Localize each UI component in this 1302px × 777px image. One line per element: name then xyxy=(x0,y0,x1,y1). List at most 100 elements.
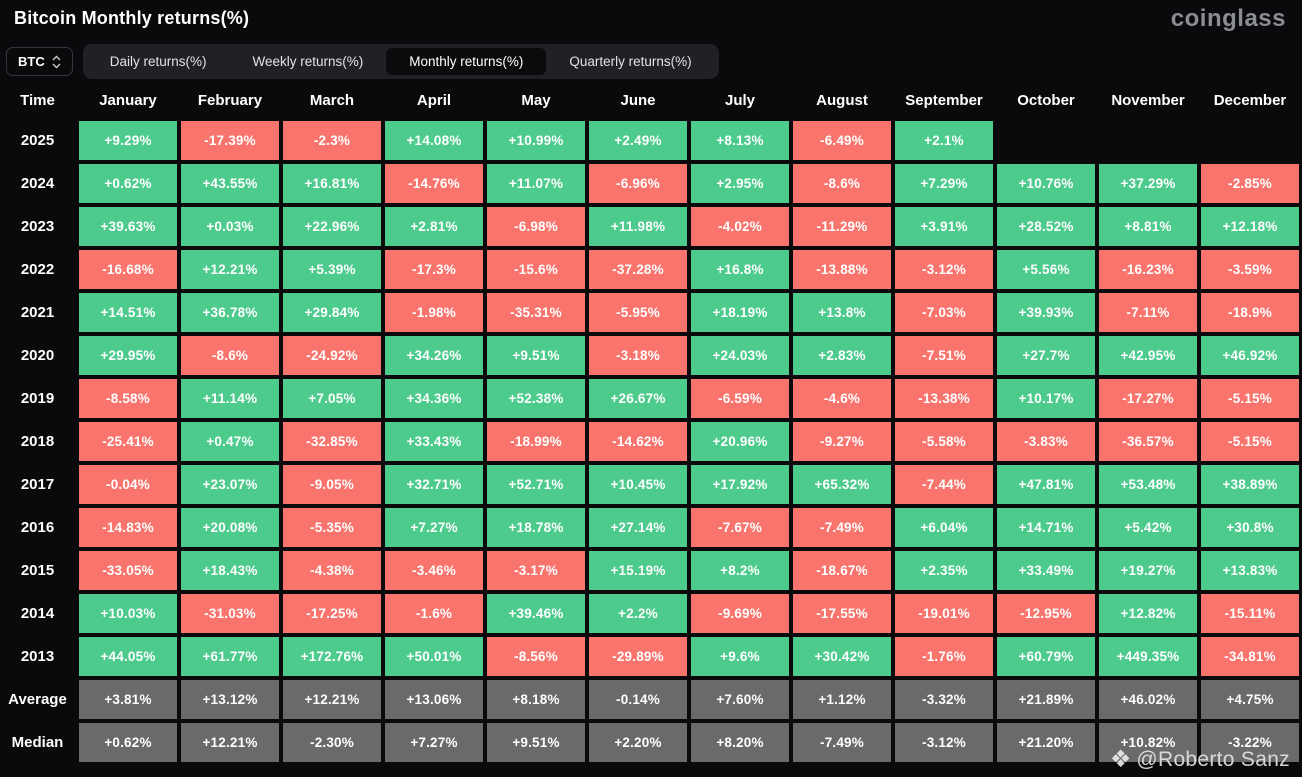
return-cell: -3.32% xyxy=(895,680,993,719)
return-cell: +1.12% xyxy=(793,680,891,719)
return-cell: +2.81% xyxy=(385,207,483,246)
return-cell: -6.98% xyxy=(487,207,585,246)
return-cell: +36.78% xyxy=(181,293,279,332)
return-cell: +9.51% xyxy=(487,336,585,375)
return-cell: +7.60% xyxy=(691,680,789,719)
return-cell: -37.28% xyxy=(589,250,687,289)
return-cell: +61.77% xyxy=(181,637,279,676)
return-cell: +16.81% xyxy=(283,164,381,203)
return-cell: -8.56% xyxy=(487,637,585,676)
return-cell: +5.39% xyxy=(283,250,381,289)
return-cell: +9.6% xyxy=(691,637,789,676)
return-cell: -16.23% xyxy=(1099,250,1197,289)
return-cell: -0.14% xyxy=(589,680,687,719)
return-cell: +22.96% xyxy=(283,207,381,246)
return-cell: +8.13% xyxy=(691,121,789,160)
return-cell: +44.05% xyxy=(79,637,177,676)
return-cell: +23.07% xyxy=(181,465,279,504)
return-cell: +8.2% xyxy=(691,551,789,590)
return-cell: +11.07% xyxy=(487,164,585,203)
col-header-month: October xyxy=(1017,92,1075,109)
return-cell: -7.11% xyxy=(1099,293,1197,332)
return-cell: -36.57% xyxy=(1099,422,1197,461)
return-cell: +8.18% xyxy=(487,680,585,719)
tab-weekly[interactable]: Weekly returns(%) xyxy=(252,54,364,69)
return-cell: +10.45% xyxy=(589,465,687,504)
return-cell: +12.18% xyxy=(1201,207,1299,246)
returns-tab-group: Daily returns(%) Weekly returns(%) Monthly… xyxy=(82,44,719,79)
return-cell: -3.12% xyxy=(895,723,993,762)
return-cell: +8.20% xyxy=(691,723,789,762)
return-cell: +2.83% xyxy=(793,336,891,375)
return-cell: -4.6% xyxy=(793,379,891,418)
return-cell: -25.41% xyxy=(79,422,177,461)
return-cell: +10.03% xyxy=(79,594,177,633)
return-cell xyxy=(1099,121,1197,160)
return-cell: +2.20% xyxy=(589,723,687,762)
return-cell: -3.12% xyxy=(895,250,993,289)
return-cell xyxy=(997,121,1095,160)
return-cell: +12.21% xyxy=(283,680,381,719)
tab-quarterly[interactable]: Quarterly returns(%) xyxy=(569,54,692,69)
symbol-selector[interactable]: BTC xyxy=(6,47,73,76)
return-cell: -8.58% xyxy=(79,379,177,418)
return-cell: +33.43% xyxy=(385,422,483,461)
tab-monthly[interactable]: Monthly returns(%) xyxy=(386,48,547,75)
return-cell: -17.55% xyxy=(793,594,891,633)
returns-table: Time January February March April May June July… xyxy=(0,84,1299,762)
return-cell: +18.78% xyxy=(487,508,585,547)
return-cell: +7.05% xyxy=(283,379,381,418)
toolbar: BTC Daily returns(%) Weekly returns(%) Mon… xyxy=(0,42,1302,82)
return-cell: -2.3% xyxy=(283,121,381,160)
return-cell: +39.93% xyxy=(997,293,1095,332)
return-cell: +46.02% xyxy=(1099,680,1197,719)
return-cell: +2.1% xyxy=(895,121,993,160)
row-label: Average xyxy=(8,691,67,708)
row-label: 2015 xyxy=(20,562,55,579)
return-cell: +9.51% xyxy=(487,723,585,762)
col-header-time: Time xyxy=(20,92,55,109)
return-cell: +7.29% xyxy=(895,164,993,203)
return-cell: -13.88% xyxy=(793,250,891,289)
return-cell: -3.83% xyxy=(997,422,1095,461)
return-cell: -12.95% xyxy=(997,594,1095,633)
return-cell: +39.46% xyxy=(487,594,585,633)
col-header-month: May xyxy=(521,92,551,109)
return-cell: +9.29% xyxy=(79,121,177,160)
return-cell: -15.11% xyxy=(1201,594,1299,633)
col-header-month: March xyxy=(309,92,355,109)
return-cell: -18.9% xyxy=(1201,293,1299,332)
return-cell: +5.42% xyxy=(1099,508,1197,547)
coinglass-logo: coinglass xyxy=(1170,5,1286,32)
return-cell: +10.99% xyxy=(487,121,585,160)
row-label: 2021 xyxy=(20,304,55,321)
return-cell: +14.51% xyxy=(79,293,177,332)
return-cell: +29.84% xyxy=(283,293,381,332)
return-cell: +20.08% xyxy=(181,508,279,547)
return-cell: -31.03% xyxy=(181,594,279,633)
return-cell: +10.76% xyxy=(997,164,1095,203)
return-cell: +47.81% xyxy=(997,465,1095,504)
return-cell: +12.82% xyxy=(1099,594,1197,633)
return-cell: +16.8% xyxy=(691,250,789,289)
return-cell: -3.18% xyxy=(589,336,687,375)
page-title: Bitcoin Monthly returns(%) xyxy=(14,8,250,28)
return-cell: -9.69% xyxy=(691,594,789,633)
return-cell: -7.49% xyxy=(793,508,891,547)
return-cell: -4.38% xyxy=(283,551,381,590)
return-cell xyxy=(1201,121,1299,160)
col-header-month: August xyxy=(816,92,868,109)
return-cell: -17.3% xyxy=(385,250,483,289)
return-cell: +21.20% xyxy=(997,723,1095,762)
return-cell: -3.46% xyxy=(385,551,483,590)
tab-daily[interactable]: Daily returns(%) xyxy=(109,54,207,69)
row-label: 2025 xyxy=(20,132,55,149)
return-cell: -5.35% xyxy=(283,508,381,547)
return-cell: -0.04% xyxy=(79,465,177,504)
row-label: 2024 xyxy=(20,175,55,192)
return-cell: -6.59% xyxy=(691,379,789,418)
return-cell: +449.35% xyxy=(1099,637,1197,676)
return-cell: +32.71% xyxy=(385,465,483,504)
return-cell: -8.6% xyxy=(793,164,891,203)
return-cell: +5.56% xyxy=(997,250,1095,289)
